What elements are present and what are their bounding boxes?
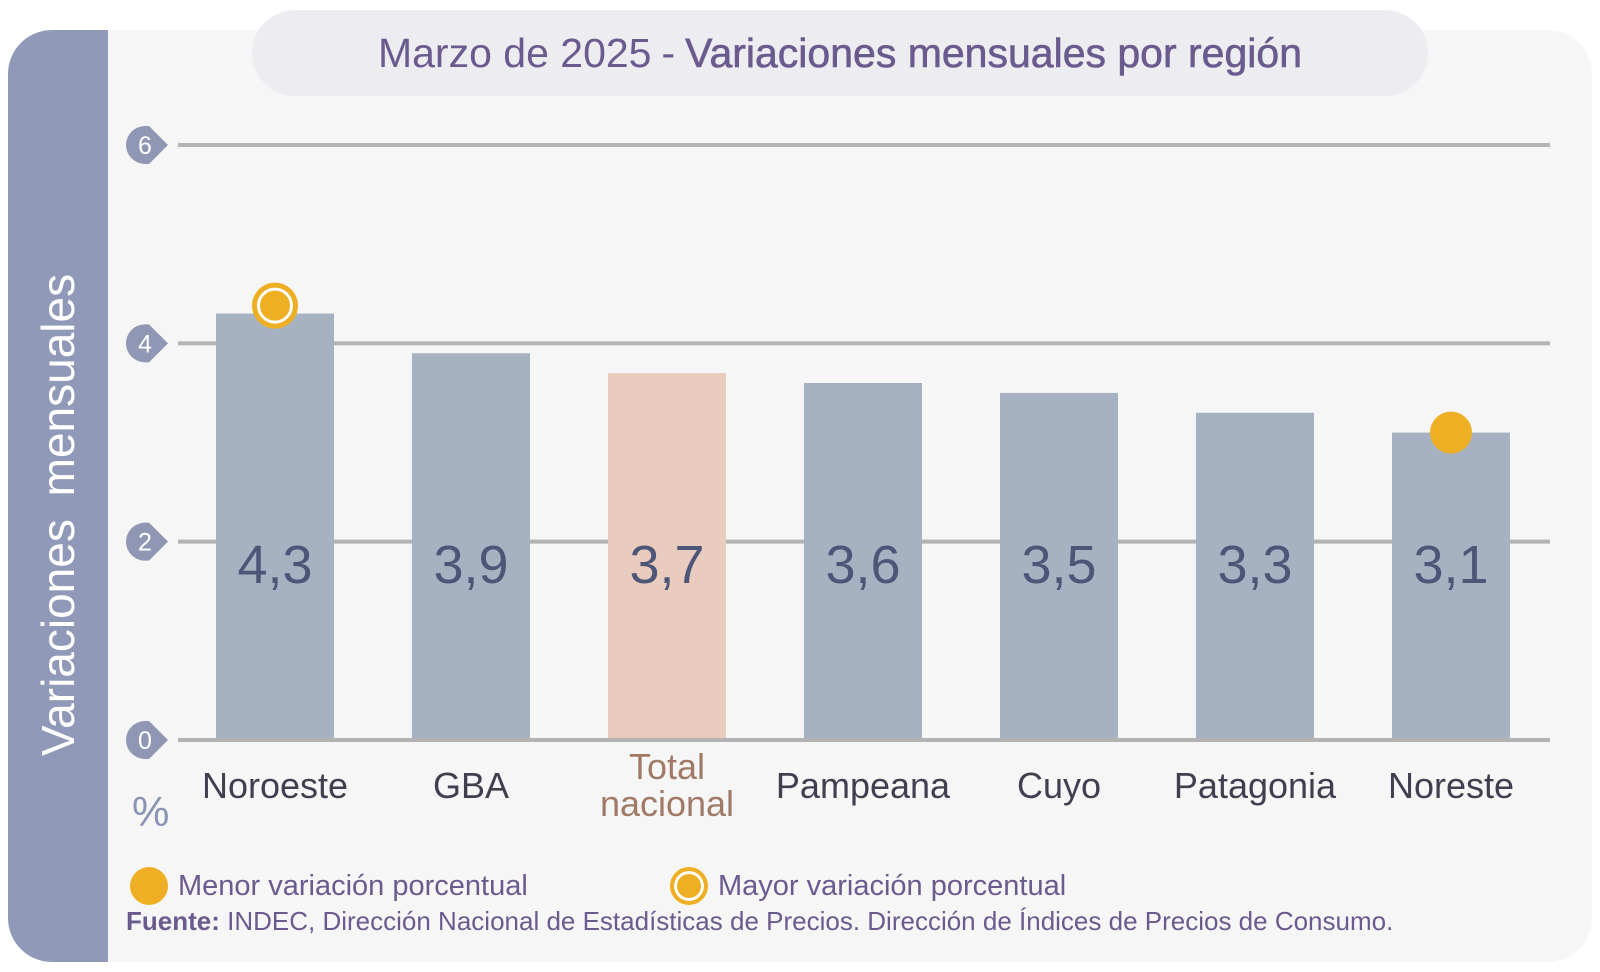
unit-label: % <box>132 788 170 835</box>
bar-1 <box>412 353 530 740</box>
chart-title: Marzo de 2025 - Variaciones mensuales po… <box>252 10 1428 96</box>
bar-0 <box>216 313 334 740</box>
bar-3 <box>804 383 922 740</box>
category-label-5: Patagonia <box>1174 765 1337 806</box>
category-label-3: Pampeana <box>776 765 951 806</box>
bar-5 <box>1196 412 1314 740</box>
y-tick-badge <box>126 522 168 561</box>
y-tick-6: 6 <box>126 126 168 164</box>
value-label-3: 3,6 <box>825 535 900 595</box>
y-tick-0: 0 <box>126 721 168 759</box>
value-label-6: 3,1 <box>1413 535 1488 595</box>
grid-layer: 0 2 4 6 <box>126 126 1550 759</box>
category-label-line: nacional <box>600 783 734 824</box>
source-label: Fuente: <box>126 906 220 936</box>
source-note: Fuente: INDEC, Dirección Nacional de Est… <box>126 906 1393 937</box>
max-marker <box>252 282 298 329</box>
legend-max-ring-icon <box>670 867 708 905</box>
y-tick-label: 6 <box>138 132 152 160</box>
y-tick-4: 4 <box>126 324 168 363</box>
y-tick-2: 2 <box>126 522 168 561</box>
y-tick-badge <box>126 324 168 363</box>
value-label-2: 3,7 <box>629 535 704 595</box>
legend-min-label: Menor variación porcentual <box>178 869 528 902</box>
bar-2 <box>608 373 726 740</box>
title-separator: - <box>661 29 676 76</box>
value-label-4: 3,5 <box>1021 535 1096 595</box>
category-label-6: Noreste <box>1388 765 1514 806</box>
y-tick-badge <box>126 126 168 164</box>
bar-layer <box>216 313 1510 740</box>
category-label-1: GBA <box>433 765 509 806</box>
category-label-0: Noroeste <box>202 765 348 806</box>
legend-min: Menor variación porcentual <box>130 866 528 906</box>
min-marker <box>1430 411 1472 454</box>
bar-6 <box>1392 432 1510 740</box>
legend-max-label: Mayor variación porcentual <box>718 869 1067 902</box>
value-label-5: 3,3 <box>1217 535 1292 595</box>
side-band <box>8 30 108 962</box>
category-label-2: Total nacional <box>600 746 734 824</box>
y-tick-badge <box>126 721 168 759</box>
bar-4 <box>1000 392 1118 740</box>
legend-min-dot-icon <box>130 867 168 905</box>
y-tick-label: 2 <box>138 529 152 557</box>
value-label-1: 3,9 <box>433 535 508 595</box>
marker-layer <box>252 282 1472 454</box>
source-text: INDEC, Dirección Nacional de Estadística… <box>227 906 1394 936</box>
title-date: Marzo de 2025 <box>377 29 652 76</box>
y-tick-label: 4 <box>138 330 152 358</box>
legend-max: Mayor variación porcentual <box>670 866 1066 906</box>
category-label-4: Cuyo <box>1017 765 1101 806</box>
value-label-0: 4,3 <box>237 535 312 595</box>
label-layer: 4,3 Noroeste 3,9 GBA 3,7 Total nacional 3,6 Pamp… <box>202 535 1514 824</box>
y-tick-label: 0 <box>138 727 152 755</box>
title-text: Variaciones mensuales por región <box>685 29 1303 76</box>
category-label-line: Total <box>629 746 705 787</box>
